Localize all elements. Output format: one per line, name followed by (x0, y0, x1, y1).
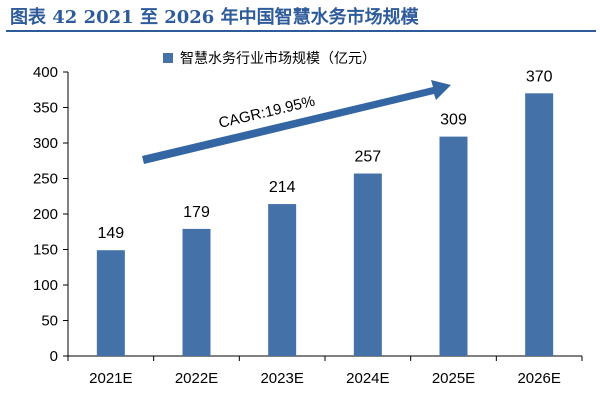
bar (439, 136, 468, 356)
cagr-annotation: CAGR:19.95% (142, 80, 451, 164)
y-tick-label: 50 (41, 313, 58, 330)
bar (268, 204, 297, 356)
x-tick-label: 2024E (346, 370, 389, 387)
legend-swatch (163, 53, 173, 63)
y-tick-label: 100 (33, 277, 58, 294)
data-label: 179 (183, 204, 210, 221)
data-label: 214 (269, 179, 296, 196)
y-tick-label: 250 (33, 171, 58, 188)
bar (525, 93, 554, 357)
bar (182, 228, 211, 356)
legend-label: 智慧水务行业市场规模（亿元） (180, 50, 376, 66)
data-label: 257 (354, 149, 381, 166)
legend: 智慧水务行业市场规模（亿元） (163, 50, 376, 66)
y-tick-label: 0 (50, 348, 58, 365)
x-tick-label: 2025E (432, 370, 475, 387)
bar (96, 250, 125, 356)
y-tick-label: 200 (33, 206, 58, 223)
cagr-arrow-icon (142, 80, 451, 164)
y-axis: 0 50 100 150 200 250 300 350 400 (33, 64, 69, 365)
figure-title: 图表 42 2021 至 2026 年中国智慧水务市场规模 (10, 7, 419, 28)
data-label: 149 (97, 225, 124, 242)
title-divider (6, 30, 596, 32)
x-axis: 2021E 2022E 2023E 2024E 2025E 2026E (67, 355, 583, 387)
bars (96, 93, 554, 357)
y-tick-label: 150 (33, 242, 58, 259)
cagr-label: CAGR:19.95% (217, 93, 317, 132)
data-label: 309 (440, 112, 467, 129)
bar (353, 173, 382, 356)
x-tick-label: 2022E (175, 370, 218, 387)
x-tick-label: 2026E (517, 370, 560, 387)
data-labels: 149 179 214 257 309 370 (97, 68, 552, 242)
data-label: 370 (526, 68, 553, 85)
y-tick-label: 400 (33, 64, 58, 81)
y-tick-label: 300 (33, 135, 58, 152)
x-tick-label: 2023E (260, 370, 303, 387)
x-tick-label: 2021E (89, 370, 132, 387)
y-tick-label: 350 (33, 100, 58, 117)
